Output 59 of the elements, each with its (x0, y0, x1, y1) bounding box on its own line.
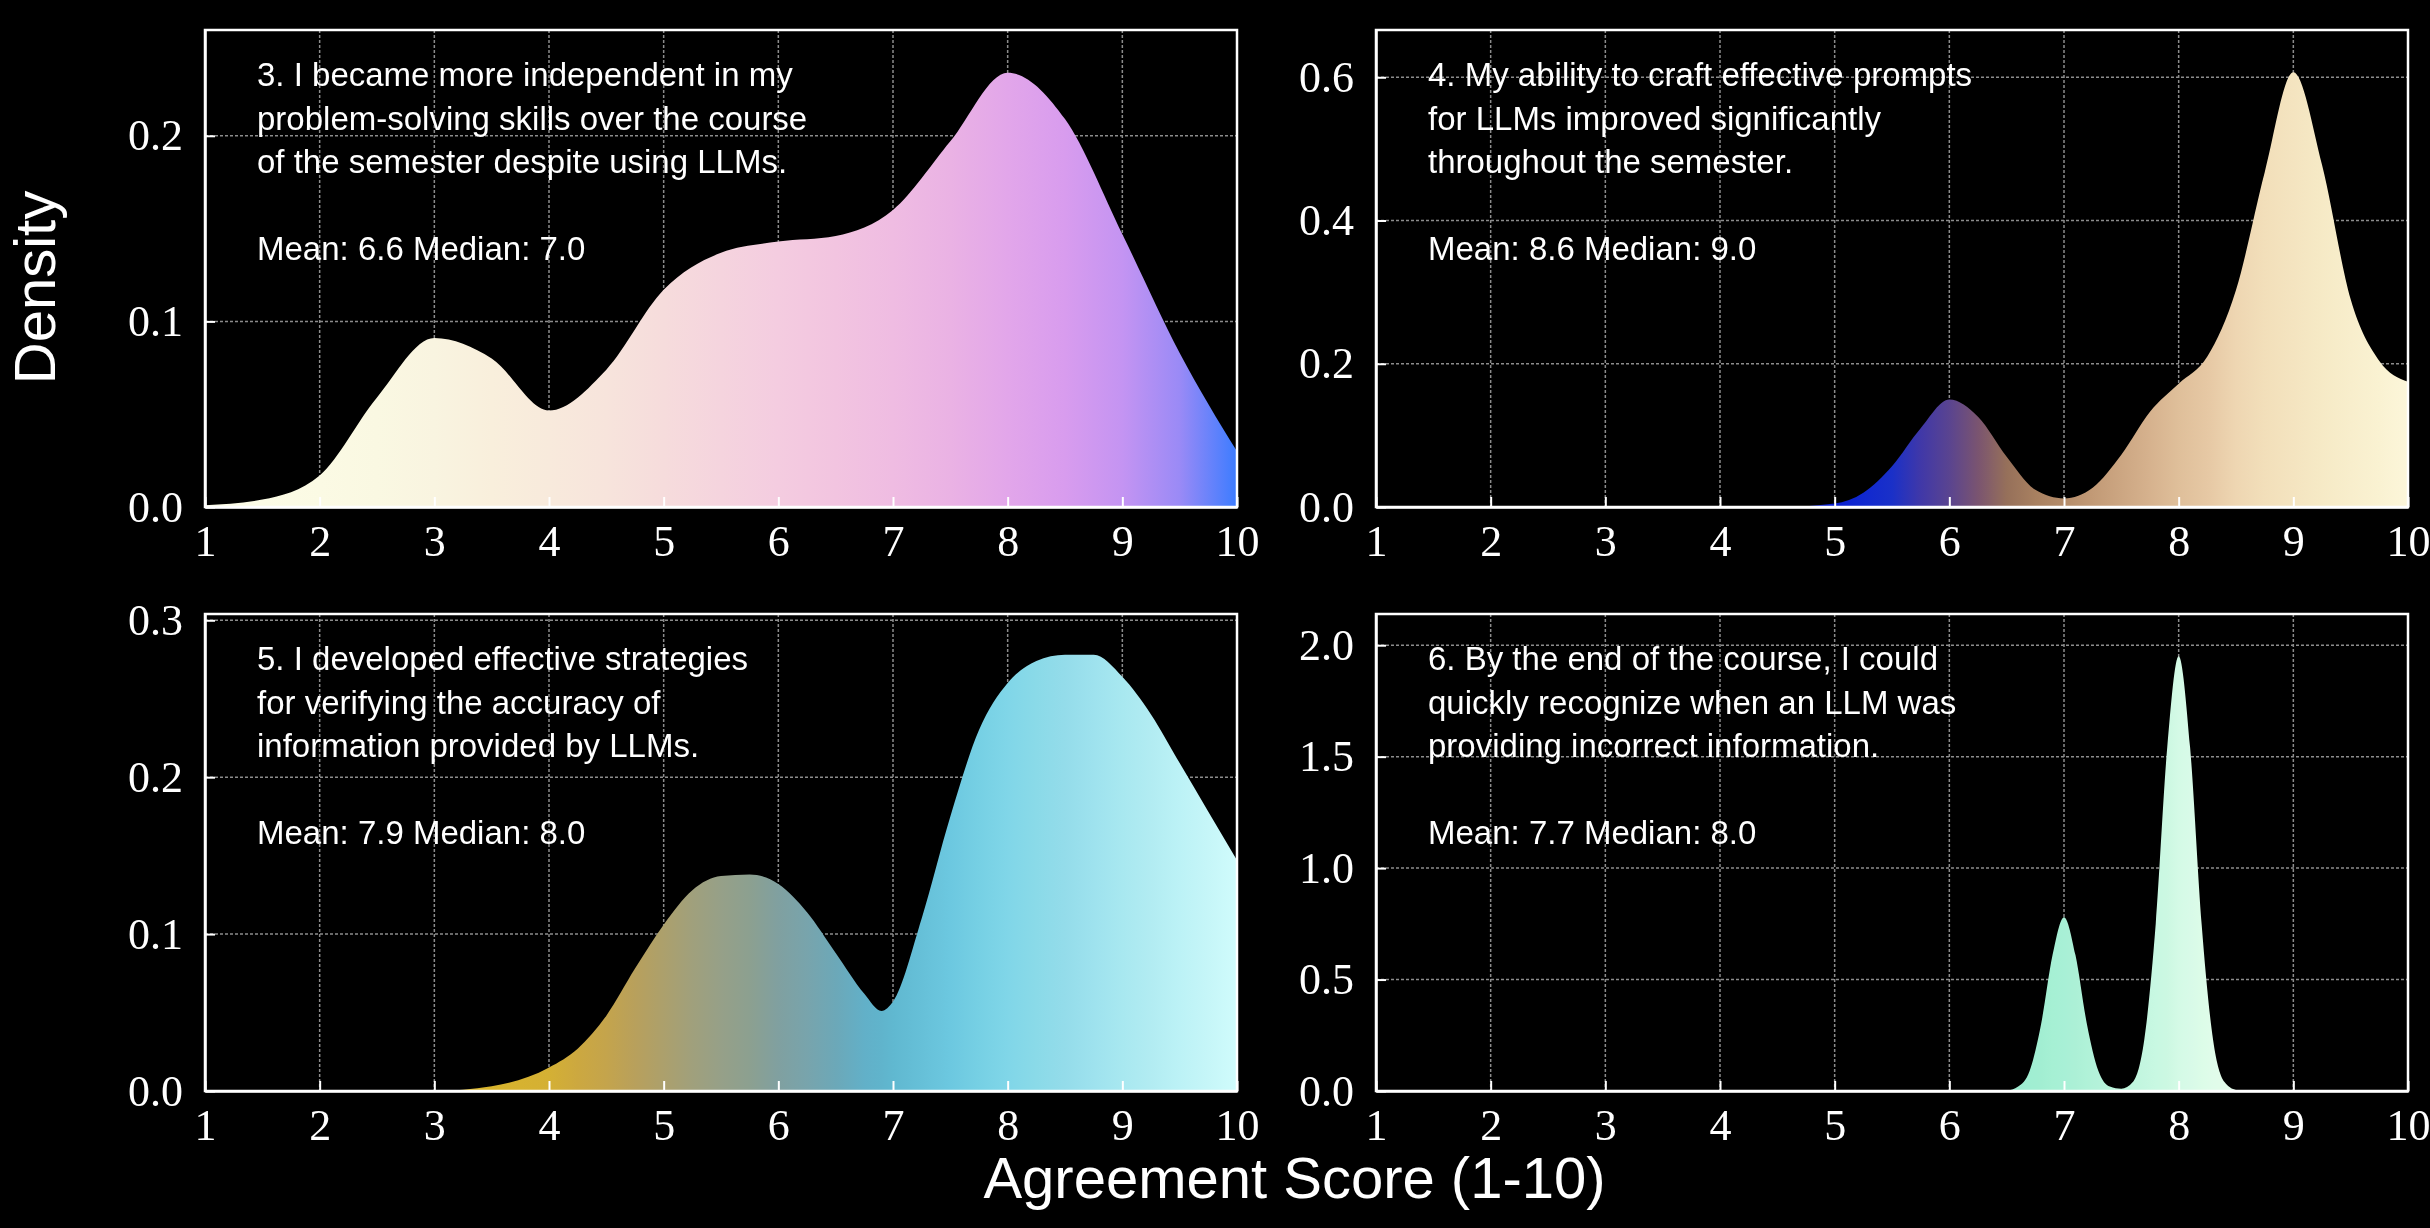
x-tick-label: 8 (2168, 1101, 2191, 1151)
y-tick-label: 0.2 (1299, 339, 1354, 389)
x-tick-label: 8 (2168, 517, 2191, 567)
x-tick-label: 6 (1938, 517, 1961, 567)
x-tick-label: 2 (1480, 517, 1503, 567)
text: 6. By the end of the course, I could quickly recognize when an LLM was providing incorrect information. (1428, 640, 1957, 764)
x-tick-label: 7 (2053, 517, 2076, 567)
y-tick-label: 0.0 (1299, 1066, 1354, 1116)
x-tick-label: 2 (309, 1101, 332, 1151)
x-tick-label: 4 (1709, 517, 1732, 567)
text: 5. I developed effective strategies for verifying the accuracy of information provided by LLMs. (257, 640, 749, 764)
y-tick-label: 0.4 (1299, 196, 1354, 246)
y-tick-label: 0.5 (1299, 955, 1354, 1005)
x-tick-label: 2 (309, 517, 332, 567)
x-tick-label: 10 (2386, 1101, 2430, 1151)
y-tick-label: 0.3 (128, 595, 183, 645)
x-tick-label: 5 (653, 1101, 676, 1151)
x-tick-label: 9 (2282, 1101, 2305, 1151)
x-tick-label: 5 (1824, 517, 1847, 567)
y-tick-label: 1.5 (1299, 732, 1354, 782)
x-tick-label: 7 (2053, 1101, 2076, 1151)
x-tick-label: 3 (1594, 517, 1617, 567)
annotation: Mean: 7.9 Median: 8.0 (257, 814, 586, 851)
y-tick-label: 2.0 (1299, 620, 1354, 670)
x-tick-label: 4 (538, 1101, 561, 1151)
annotation: Mean: 7.7 Median: 8.0 (1428, 814, 1757, 851)
x-tick-label: 9 (2282, 517, 2305, 567)
y-tick-label: 0.1 (128, 909, 183, 959)
x-tick-label: 1 (194, 1101, 217, 1151)
x-tick-label: 7 (882, 1101, 905, 1151)
y-tick-label: 0.0 (128, 482, 183, 532)
x-tick-label: 5 (653, 517, 676, 567)
x-tick-label: 10 (1215, 517, 1260, 567)
y-tick-label: 0.0 (128, 1066, 183, 1116)
text: 3. I became more independent in my problem-solving skills over the course of the semester despite using LLMs. (257, 56, 808, 180)
annotation: Mean: 8.6 Median: 9.0 (1428, 230, 1757, 267)
x-tick-label: 4 (538, 517, 561, 567)
y-tick-label: 0.2 (128, 752, 183, 802)
y-tick-label: 0.0 (1299, 482, 1354, 532)
y-tick-label: 0.2 (128, 111, 183, 161)
x-tick-label: 5 (1824, 1101, 1847, 1151)
x-tick-label: 7 (882, 517, 905, 567)
y-tick-label: 0.6 (1299, 52, 1354, 102)
y-tick-label: 1.0 (1299, 843, 1354, 893)
x-tick-label: 1 (194, 517, 217, 567)
annotation: Mean: 6.6 Median: 7.0 (257, 230, 586, 267)
x-tick-label: 1 (1365, 517, 1388, 567)
x-tick-label: 4 (1709, 1101, 1732, 1151)
y-axis-title: Density (2, 190, 67, 385)
x-tick-label: 6 (1938, 1101, 1961, 1151)
x-tick-label: 6 (767, 517, 790, 567)
x-tick-label: 3 (423, 517, 446, 567)
x-tick-label: 8 (997, 517, 1020, 567)
x-tick-label: 3 (423, 1101, 446, 1151)
x-tick-label: 9 (1111, 517, 1134, 567)
x-tick-label: 10 (2386, 517, 2430, 567)
y-tick-label: 0.1 (128, 296, 183, 346)
text: 4. My ability to craft effective prompts for LLMs improved significantly throughout the semester. (1428, 56, 1973, 180)
x-tick-label: 6 (767, 1101, 790, 1151)
